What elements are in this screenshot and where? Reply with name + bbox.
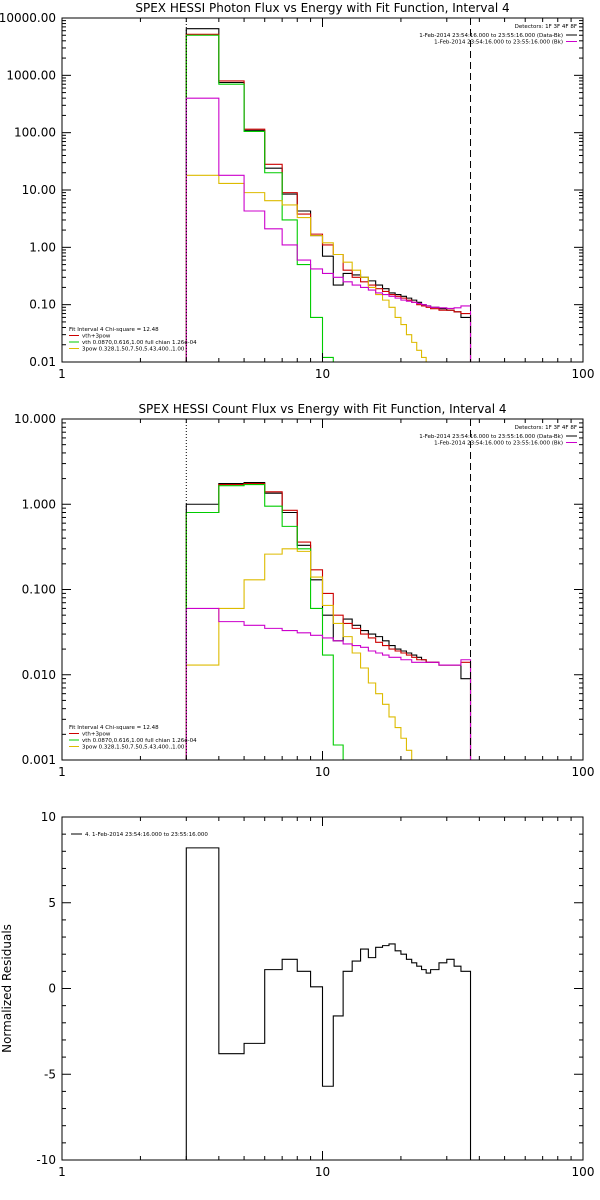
y-tick-label: 10.000 [14, 412, 56, 426]
y-tick-label: 1.000 [22, 497, 56, 511]
series-3pow [185, 174, 471, 362]
x-tick-label: 100 [572, 1165, 595, 1179]
series-vth-3pow [185, 33, 472, 362]
y-tick-label: -10 [36, 1153, 56, 1167]
x-tick-label: 100 [572, 765, 595, 779]
y-tick-label: 5 [48, 896, 56, 910]
fit-legend: Fit Interval 4 Chi-square = 12.48vth+3po… [69, 327, 197, 353]
legend-entry: vth 0.0870,0.616,1.00 full chian 1.26e-0… [82, 738, 197, 744]
x-tick-label: 100 [572, 367, 595, 381]
plot-frame [61, 17, 584, 363]
series-3pow [185, 548, 471, 760]
y-tick-label: 0.10 [29, 298, 56, 312]
x-tick-label: 1 [58, 765, 66, 779]
y-tick-label: 0.100 [22, 583, 56, 597]
chart-title: SPEX HESSI Count Flux vs Energy with Fit… [138, 402, 506, 416]
series-vth [185, 484, 471, 760]
y-tick-label: 0.01 [29, 355, 56, 369]
legend-entry: vth+3pow [82, 334, 111, 340]
x-tick-label: 1 [58, 1165, 66, 1179]
residual-legend: 4. 1-Feb-2014 23:54:16.000 to 23:55:16.0… [71, 832, 208, 838]
series-bk [185, 97, 472, 362]
detector-legend: Detectors: 1F 3F 4F 8F 1-Feb-2014 23:54:1… [419, 24, 577, 46]
detector-line-label: 1-Feb-2014 23:54:16.000 to 23:55:16.000 … [419, 434, 563, 440]
legend-entry: 3pow 0.328,1.50,7.50,5.43,400.,1.00 [82, 745, 185, 751]
series-4-1-feb-2014-23-54-16-000-to-23-55-16-000 [185, 847, 472, 1160]
detector-line-label: 1-Feb-2014 23:54:16.000 to 23:55:16.000 … [434, 441, 563, 447]
detector-legend: Detectors: 1F 3F 4F 8F 1-Feb-2014 23:54:1… [419, 425, 577, 447]
detectors-text: Detectors: 1F 3F 4F 8F [515, 24, 577, 30]
y-tick-label: 10 [41, 810, 56, 824]
series-vth [185, 34, 471, 362]
y-tick-label: 1000.00 [6, 68, 56, 82]
y-tick-label: 0 [48, 982, 56, 996]
fit-legend: Fit Interval 4 Chi-square = 12.48vth+3po… [69, 725, 197, 751]
fit-legend-header: Fit Interval 4 Chi-square = 12.48 [69, 327, 159, 333]
y-tick-label: 100.00 [14, 126, 56, 140]
x-tick-label: 10 [315, 1165, 330, 1179]
chart-panel-1: SPEX HESSI Photon Flux vs Energy with Fi… [0, 1, 594, 381]
series-data-bk [185, 28, 472, 362]
series-bk [185, 607, 472, 760]
detector-line-label: 1-Feb-2014 23:54:16.000 to 23:55:16.000 … [434, 40, 563, 46]
detector-line-label: 1-Feb-2014 23:54:16.000 to 23:55:16.000 … [419, 33, 563, 39]
y-tick-label: 10000.00 [0, 11, 56, 25]
y-tick-label: 10.00 [22, 183, 56, 197]
y-tick-label: 0.001 [22, 753, 56, 767]
chart-panel-2: SPEX HESSI Count Flux vs Energy with Fit… [14, 402, 594, 779]
y-tick-label: 0.010 [22, 668, 56, 682]
legend-entry: vth 0.0870,0.616,1.00 full chian 1.26e-0… [82, 340, 197, 346]
x-tick-label: 10 [315, 367, 330, 381]
y-tick-label: 1.00 [29, 240, 56, 254]
x-tick-label: 1 [58, 367, 66, 381]
chart-title: SPEX HESSI Photon Flux vs Energy with Fi… [135, 1, 509, 15]
y-tick-label: -5 [44, 1067, 56, 1081]
legend-entry: vth+3pow [82, 732, 111, 738]
fit-legend-header: Fit Interval 4 Chi-square = 12.48 [69, 725, 159, 731]
x-tick-label: 10 [315, 765, 330, 779]
legend-entry: 4. 1-Feb-2014 23:54:16.000 to 23:55:16.0… [85, 832, 208, 838]
y-axis-label: Normalized Residuals [0, 924, 14, 1053]
legend-entry: 3pow 0.328,1.50,7.50,5.43,400.,1.00 [82, 347, 185, 353]
detectors-text: Detectors: 1F 3F 4F 8F [515, 425, 577, 431]
chart-panel-3: 1 10 100 -10 -5 0 5 10 Normalized Residuals 4. 1-… [0, 810, 594, 1179]
